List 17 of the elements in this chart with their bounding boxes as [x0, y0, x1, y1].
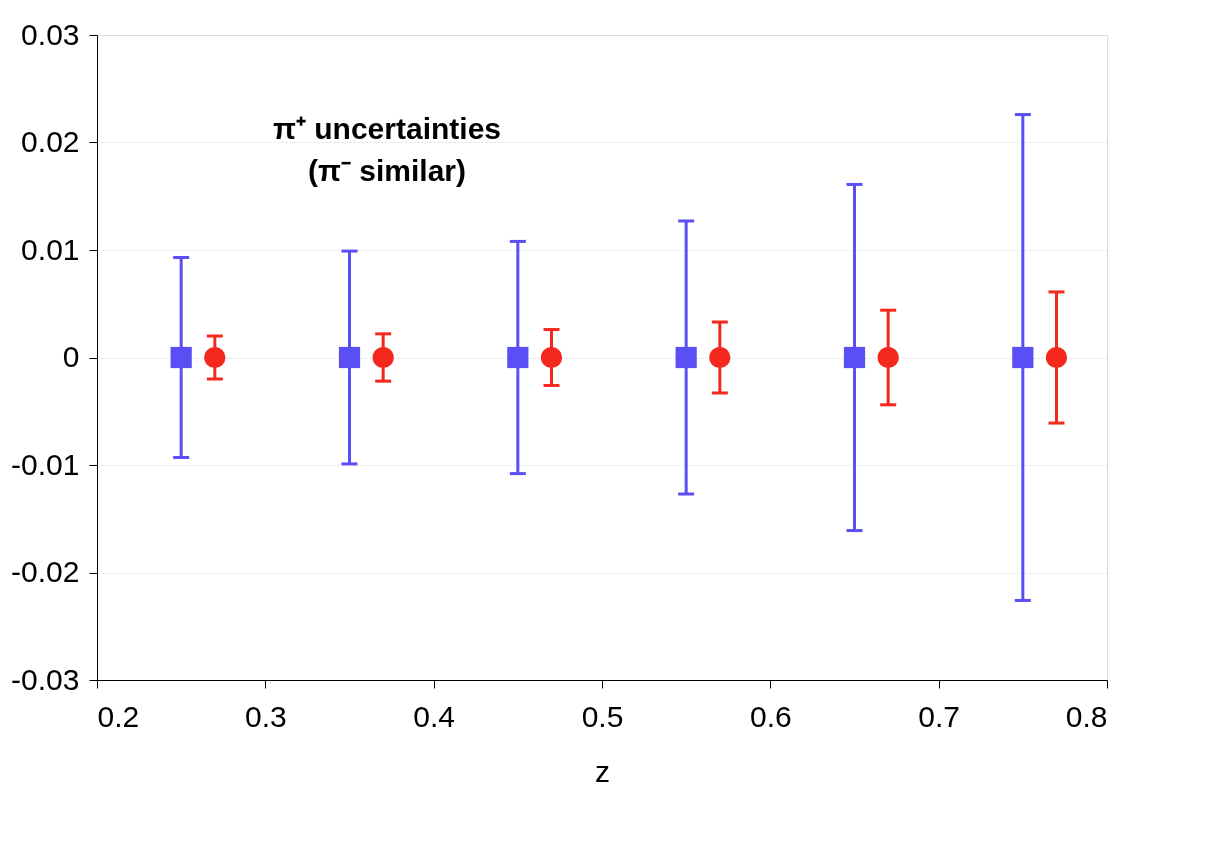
y-tick-label: -0.02: [11, 555, 80, 588]
x-tick-label: 0.3: [244, 699, 287, 733]
y-tick-label: -0.01: [11, 447, 80, 481]
annotation: (π⁻ similar): [307, 154, 467, 187]
annotation: π⁺ uncertainties: [272, 112, 502, 145]
y-tick-label: 0: [62, 340, 80, 373]
x-tick-label: 0.8: [1065, 699, 1108, 733]
x-tick-label: 0.7: [918, 699, 961, 733]
y-tick-label: 0.02: [21, 125, 80, 158]
x-tick-label: 0.6: [749, 699, 792, 733]
y-tick-label: 0.01: [21, 232, 80, 266]
x-tick-label: 0.2: [97, 699, 140, 733]
x-axis-title: z: [595, 754, 610, 788]
y-tick-label: 0.03: [21, 17, 80, 51]
y-tick-label: -0.03: [11, 662, 80, 696]
x-tick-label: 0.5: [581, 699, 624, 733]
x-tick-label: 0.4: [413, 699, 456, 733]
